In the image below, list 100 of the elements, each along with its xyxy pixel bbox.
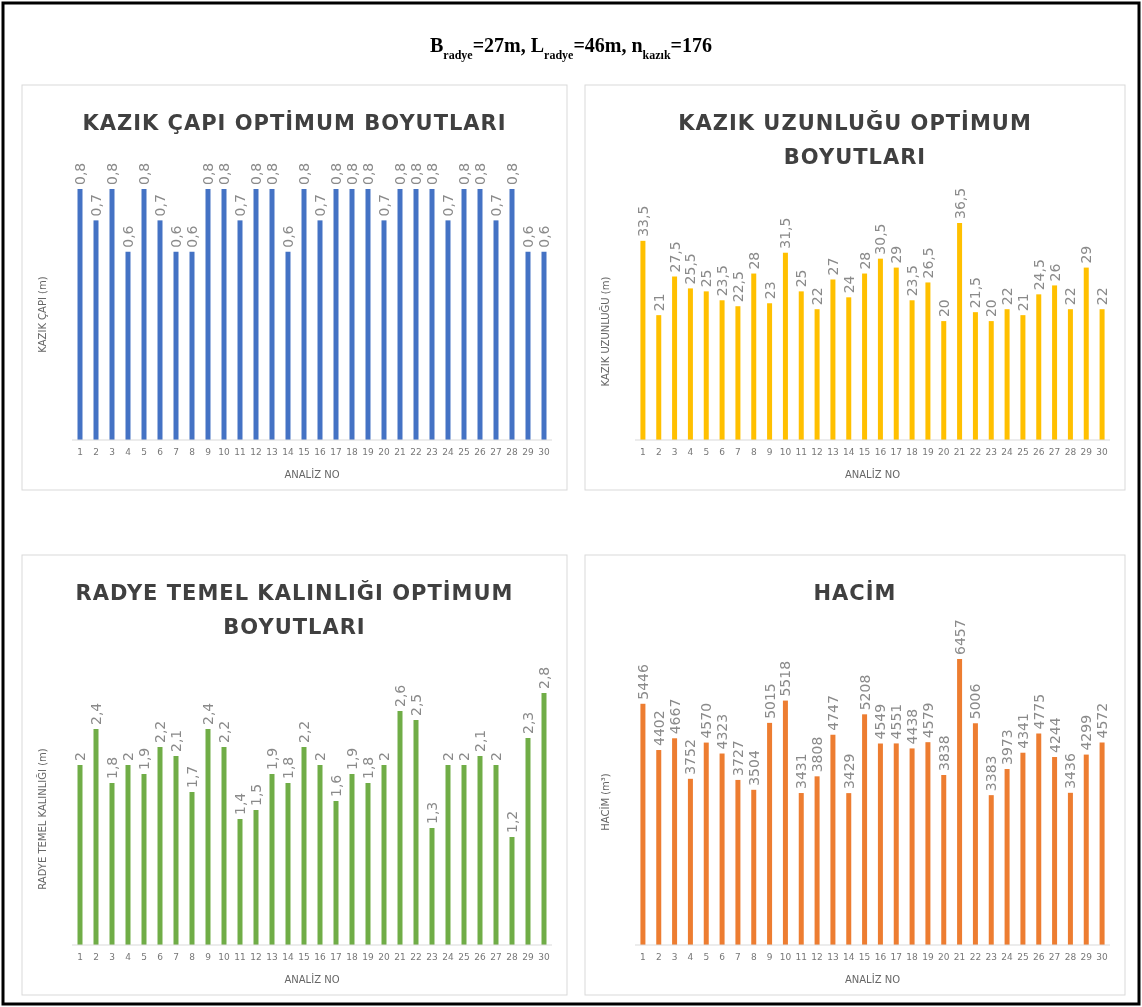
x-tick-label: 18 [906,447,919,457]
data-label: 0,7 [312,194,328,217]
data-label: 3973 [999,729,1016,766]
data-label: 2 [312,752,328,761]
bar [862,714,868,945]
data-label: 5446 [634,664,651,700]
x-tick-label: 6 [719,952,726,962]
bar [237,819,243,945]
data-label: 4323 [714,713,731,750]
data-label: 25 [698,269,715,288]
data-label: 0,6 [184,225,200,248]
x-tick-label: 27 [1048,952,1061,962]
x-tick-label: 24 [442,952,454,962]
data-label: 2,6 [392,684,408,707]
x-tick-label: 4 [687,447,694,457]
x-tick-label: 9 [205,447,212,457]
x-tick-label: 11 [234,447,246,457]
y-axis-title: KAZIK UZUNLUĞU (m) [599,276,611,387]
data-label: 21,5 [967,277,984,309]
data-label: 0,8 [472,162,488,185]
x-tick-label: 12 [250,447,262,457]
bar [877,258,883,440]
x-tick-label: 20 [378,952,390,962]
bar [1083,267,1089,440]
bar [656,315,662,440]
bar [830,734,836,945]
data-label: 21 [1014,293,1031,312]
x-tick-label: 15 [858,447,871,457]
bar [205,729,211,945]
bar [846,793,852,945]
x-tick-label: 27 [490,447,502,457]
x-tick-label: 8 [750,447,757,457]
data-label: 1,8 [104,756,120,779]
chart-title: KAZIK UZUNLUĞU OPTİMUM BOYUTLARI [678,110,1032,169]
data-label: 24 [840,275,857,294]
x-tick-label: 18 [906,952,919,962]
data-label: 25 [793,269,810,288]
x-tick-label: 15 [298,447,310,457]
data-label: 2 [72,752,88,761]
data-label: 0,8 [248,162,264,185]
data-label: 5006 [967,683,984,720]
data-label: 4570 [698,702,715,739]
x-tick-label: 16 [874,447,887,457]
bar [1036,294,1042,440]
data-label: 4775 [1030,693,1047,730]
x-tick-label: 22 [969,952,982,962]
y-axis-title: KAZIK ÇAPI (m) [37,276,48,353]
x-tick-label: 27 [490,952,502,962]
data-label: 0,6 [168,225,184,248]
bar [767,722,773,945]
bar [687,288,693,440]
data-label: 2,2 [216,720,232,743]
x-tick-label: 29 [1080,447,1093,457]
x-tick-label: 24 [1001,952,1014,962]
data-label: 4551 [888,703,905,740]
data-label: 22 [1062,287,1079,306]
x-tick-label: 30 [538,447,550,457]
data-label: 1,4 [232,792,248,815]
data-label: 0,8 [104,162,120,185]
data-label: 25,5 [682,253,699,285]
x-tick-label: 12 [811,952,823,962]
bar [189,792,195,945]
data-label: 0,7 [376,194,392,217]
data-label: 2,2 [296,720,312,743]
data-label: 4402 [650,710,667,747]
x-tick-label: 24 [1001,447,1014,457]
data-label: 2,4 [200,702,216,725]
data-label: 0,8 [136,162,152,185]
x-tick-label: 13 [266,952,278,962]
data-label: 3429 [840,753,857,790]
bar [1067,792,1073,945]
x-tick-label: 25 [458,447,470,457]
x-tick-label: 18 [346,447,358,457]
x-tick-label: 2 [655,447,662,457]
y-axis-title: HACİM (m³) [599,773,611,831]
bar [972,723,978,945]
x-tick-label: 17 [330,447,342,457]
bar [703,742,709,945]
bar [349,774,355,945]
bar [640,240,646,440]
bar [893,743,899,945]
x-tick-label: 21 [953,952,966,962]
x-tick-label: 11 [234,952,246,962]
x-tick-label: 28 [506,952,518,962]
data-label: 4549 [872,703,889,740]
bar [541,693,547,945]
data-label: 2,3 [520,711,536,734]
x-tick-label: 28 [1064,447,1077,457]
bar [1052,285,1058,440]
x-tick-label: 7 [735,952,741,962]
data-label: 20 [935,299,952,318]
data-label: 0,8 [72,162,88,185]
bar [365,783,371,945]
x-tick-label: 23 [426,447,438,457]
bar [1004,769,1010,945]
data-label: 0,7 [88,194,104,217]
data-label: 2 [440,752,456,761]
bar [814,309,820,440]
data-label: 23 [761,281,778,300]
bar [125,765,131,945]
